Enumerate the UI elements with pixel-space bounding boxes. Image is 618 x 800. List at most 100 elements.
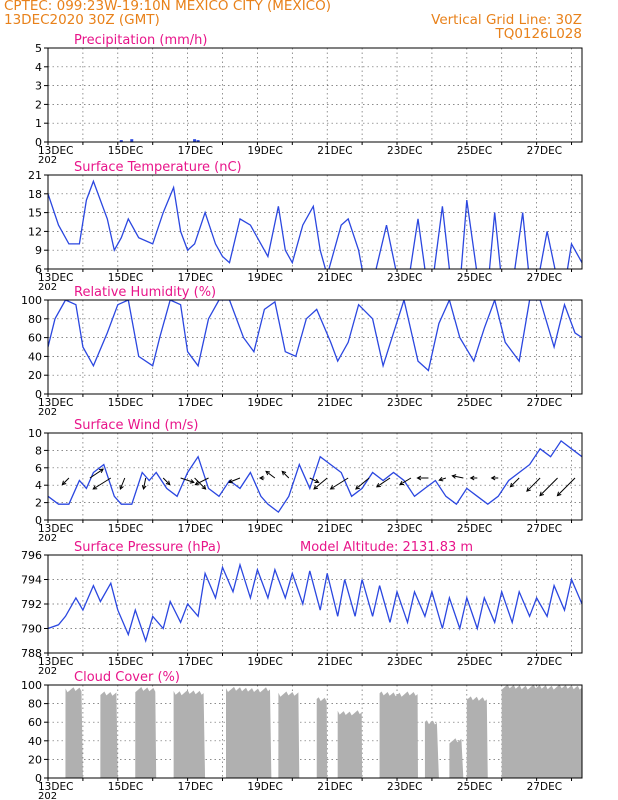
- wind-arrow: [143, 477, 147, 490]
- cloud-ytick-label: 40: [28, 735, 42, 748]
- wind-arrow-head: [92, 485, 98, 490]
- wind-arrow: [92, 477, 112, 490]
- wind-frame: [47, 432, 583, 521]
- temp-xtick-label: 15DEC: [108, 272, 143, 284]
- wind-arrow-head: [416, 475, 422, 481]
- rh-xtick-label: 15DEC: [108, 397, 143, 409]
- wind-arrow: [265, 470, 276, 479]
- wind-arrow-head: [119, 484, 124, 490]
- wind-panel: [44, 432, 583, 523]
- pressure-ytick-label: 790: [21, 623, 42, 636]
- temp-series-line: [48, 179, 582, 269]
- wind-arrow: [119, 477, 126, 490]
- cloud-xtick-label: 13DEC: [38, 781, 73, 793]
- wind-arrow-head: [509, 482, 515, 488]
- precip-title: Precipitation (mm/h): [74, 33, 207, 48]
- wind-arrow: [452, 475, 464, 479]
- pressure-xtick-label: 15DEC: [108, 656, 143, 668]
- wind-arrow: [539, 477, 558, 496]
- wind-ytick-label: 8: [35, 444, 42, 457]
- wind-xtick-label: 21DEC: [317, 523, 352, 535]
- precip-ytick-label: 4: [35, 61, 42, 74]
- cloud-segment: [173, 690, 206, 778]
- pressure-ytick-label: 788: [21, 647, 42, 660]
- rh-ytick-label: 60: [28, 332, 42, 345]
- wind-ytick-label: 4: [35, 479, 42, 492]
- cloud-segment: [337, 710, 363, 778]
- rh-xtick-label: 27DEC: [527, 397, 562, 409]
- precip-xtick-label: 21DEC: [317, 145, 352, 157]
- precip-xtick-label: 23DEC: [387, 145, 422, 157]
- wind-title: Surface Wind (m/s): [74, 418, 198, 433]
- wind-arrow: [228, 477, 241, 483]
- temp-xtick-label: 13DEC: [38, 272, 73, 284]
- wind-arrow: [330, 477, 349, 490]
- cloud-title: Cloud Cover (%): [74, 670, 180, 685]
- wind-arrow: [399, 477, 412, 486]
- rh-ytick-label: 80: [28, 313, 42, 326]
- cloud-xtick-label: 15DEC: [108, 781, 143, 793]
- wind-ytick-label: 0: [35, 514, 42, 527]
- cloud-xtick-label: 17DEC: [178, 781, 213, 793]
- pressure-frame: [47, 554, 583, 654]
- cloud-segment: [316, 697, 328, 778]
- wind-arrow-head: [194, 481, 200, 486]
- wind-arrow: [180, 477, 194, 483]
- cloud-segment: [135, 687, 157, 778]
- precip-xtick-label: 15DEC: [108, 145, 143, 157]
- wind-xtick-label: 15DEC: [108, 523, 143, 535]
- wind-arrow: [439, 477, 447, 481]
- wind-arrow: [510, 477, 520, 488]
- wind-arrow-head: [539, 491, 544, 497]
- cloud-xtick-label: 25DEC: [457, 781, 492, 793]
- station-title: CPTEC: 099:23W-19:10N MEXICO CITY (MEXIC…: [4, 0, 332, 14]
- temp-ytick-label: 6: [35, 263, 42, 276]
- wind-xtick-label: 19DEC: [247, 523, 282, 535]
- wind-xtick-label: 25DEC: [457, 523, 492, 535]
- temp-ytick-label: 15: [28, 207, 42, 220]
- wind-arrow-head: [227, 478, 233, 484]
- rh-panel: [44, 299, 583, 397]
- precip-ytick-label: 1: [35, 117, 42, 130]
- cloud-segment: [466, 696, 488, 778]
- rh-title: Relative Humidity (%): [74, 285, 216, 300]
- wind-arrow: [557, 477, 576, 496]
- rh-xtick-label: 19DEC: [247, 397, 282, 409]
- pressure-annotation: Model Altitude: 2131.83 m: [300, 540, 473, 555]
- cloud-ytick-label: 80: [28, 698, 42, 711]
- pressure-title: Surface Pressure (hPa): [74, 540, 221, 555]
- wind-arrow-head: [313, 485, 319, 490]
- cloud-xtick-label: 27DEC: [527, 781, 562, 793]
- cloud-segment: [278, 691, 300, 778]
- rh-ytick-label: 40: [28, 350, 42, 363]
- precip-ytick-label: 5: [35, 42, 42, 55]
- temp-ytick-label: 12: [28, 225, 42, 238]
- wind-arrow: [195, 477, 209, 486]
- cloud-frame: [47, 684, 583, 779]
- wind-arrow: [376, 477, 391, 488]
- wind-arrow-head: [399, 480, 404, 486]
- wind-arrow: [61, 477, 70, 485]
- cloud-year-label: 202: [38, 791, 57, 800]
- wind-year-label: 202: [38, 533, 57, 544]
- temp-xtick-label: 17DEC: [178, 272, 213, 284]
- wind-xtick-label: 27DEC: [527, 523, 562, 535]
- cloud-segment: [449, 738, 464, 778]
- wind-arrow-head: [165, 480, 171, 486]
- wind-arrow-head: [438, 476, 444, 482]
- rh-ytick-label: 100: [21, 294, 42, 307]
- pressure-xtick-label: 21DEC: [317, 656, 352, 668]
- rh-xtick-label: 17DEC: [178, 397, 213, 409]
- grid-line-note: Vertical Grid Line: 30Z: [431, 12, 582, 28]
- precip-bar: [193, 139, 197, 142]
- rh-xtick-label: 25DEC: [457, 397, 492, 409]
- wind-arrow-head: [526, 487, 531, 492]
- cloud-xtick-label: 23DEC: [387, 781, 422, 793]
- pressure-year-label: 202: [38, 666, 57, 677]
- rh-ytick-label: 20: [28, 369, 42, 382]
- rh-series-line: [48, 300, 582, 372]
- cloud-xtick-label: 19DEC: [247, 781, 282, 793]
- wind-arrow-head: [375, 483, 381, 488]
- precip-xtick-label: 25DEC: [457, 145, 492, 157]
